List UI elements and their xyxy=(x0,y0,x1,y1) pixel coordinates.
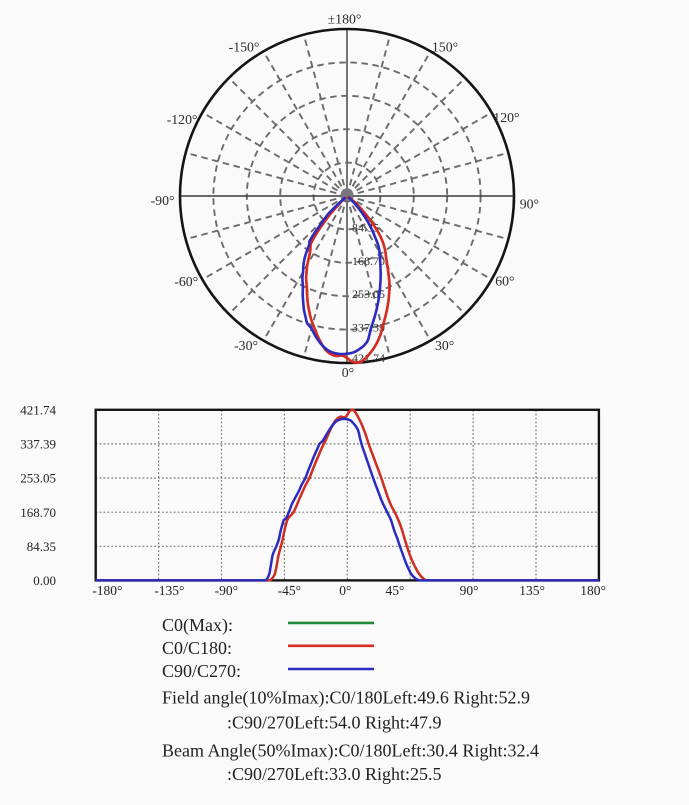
svg-text:-120°: -120° xyxy=(167,112,198,127)
svg-text:0.00: 0.00 xyxy=(33,573,56,588)
svg-text:90°: 90° xyxy=(460,583,479,598)
svg-text:253.05: 253.05 xyxy=(352,287,385,301)
svg-text:±180°: ±180° xyxy=(328,12,362,27)
svg-text:337.39: 337.39 xyxy=(352,321,385,335)
svg-text:253.05: 253.05 xyxy=(20,471,56,486)
svg-text:C0(Max):: C0(Max): xyxy=(162,615,233,636)
svg-text:180°: 180° xyxy=(580,583,606,598)
svg-text:Beam Angle(50%Imax):C0/180Left: Beam Angle(50%Imax):C0/180Left:30.4 Righ… xyxy=(162,741,539,762)
svg-text:-45°: -45° xyxy=(278,583,301,598)
svg-text:150°: 150° xyxy=(432,40,458,55)
svg-text:45°: 45° xyxy=(385,583,404,598)
svg-text:C0/C180:: C0/C180: xyxy=(162,638,232,658)
svg-text:-90°: -90° xyxy=(151,193,175,208)
svg-text:0°: 0° xyxy=(342,365,354,380)
svg-text:84.35: 84.35 xyxy=(27,539,56,554)
svg-text:-90°: -90° xyxy=(215,583,238,598)
svg-text:337.39: 337.39 xyxy=(20,437,56,452)
svg-text:168.70: 168.70 xyxy=(352,254,385,268)
svg-text:-180°: -180° xyxy=(92,583,122,598)
svg-text:C90/C270:: C90/C270: xyxy=(162,661,241,681)
svg-text:-30°: -30° xyxy=(234,338,258,353)
svg-text:0°: 0° xyxy=(339,583,351,598)
svg-text:-150°: -150° xyxy=(229,40,260,55)
svg-text:60°: 60° xyxy=(495,274,514,289)
svg-text:90°: 90° xyxy=(520,197,539,212)
svg-text:-135°: -135° xyxy=(154,583,184,598)
svg-text:421.74: 421.74 xyxy=(20,402,56,417)
svg-text:120°: 120° xyxy=(493,110,519,125)
svg-text:30°: 30° xyxy=(435,338,454,353)
svg-text::C90/270Left:33.0 Right:25.5: :C90/270Left:33.0 Right:25.5 xyxy=(227,764,442,784)
svg-text:-60°: -60° xyxy=(174,274,198,289)
svg-text:168.70: 168.70 xyxy=(20,505,56,520)
svg-text:Field angle(10%Imax):C0/180Lef: Field angle(10%Imax):C0/180Left:49.6 Rig… xyxy=(162,688,530,709)
svg-text::C90/270Left:54.0 Right:47.9: :C90/270Left:54.0 Right:47.9 xyxy=(227,713,442,733)
svg-text:135°: 135° xyxy=(519,583,545,598)
